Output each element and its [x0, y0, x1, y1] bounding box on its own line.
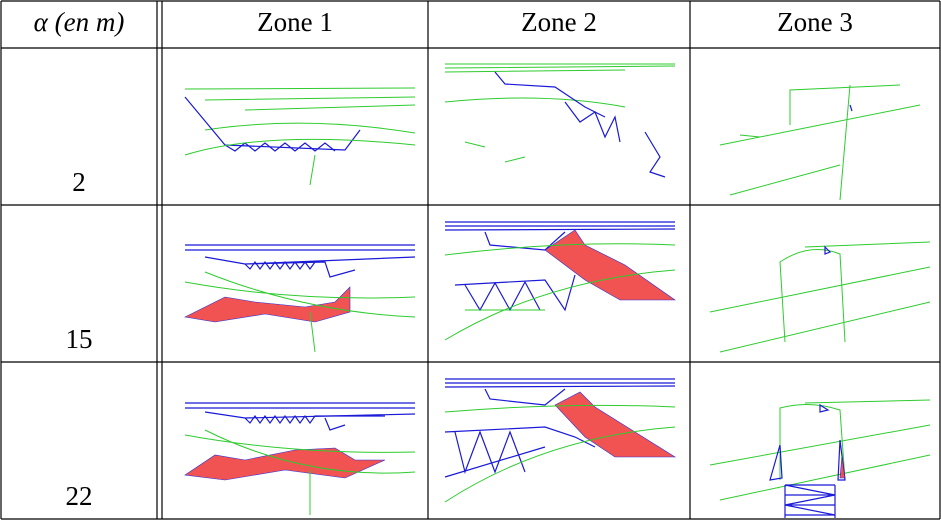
mesh-image — [444, 63, 676, 178]
mesh-image — [709, 241, 931, 353]
mesh-image — [184, 402, 416, 515]
header-alpha: α (en m) — [34, 7, 125, 37]
mesh-image — [709, 399, 931, 518]
alpha-value: 2 — [72, 167, 86, 197]
alpha-value: 15 — [66, 324, 93, 354]
mesh-image — [184, 244, 416, 353]
mesh-image — [719, 84, 921, 201]
header-zone: Zone 2 — [521, 7, 597, 37]
alpha-value: 22 — [66, 481, 93, 511]
mesh-image — [184, 87, 416, 186]
mesh-image — [444, 221, 676, 341]
header-zone: Zone 3 — [777, 7, 853, 37]
mesh-image — [444, 378, 677, 503]
header-zone: Zone 1 — [257, 7, 333, 37]
